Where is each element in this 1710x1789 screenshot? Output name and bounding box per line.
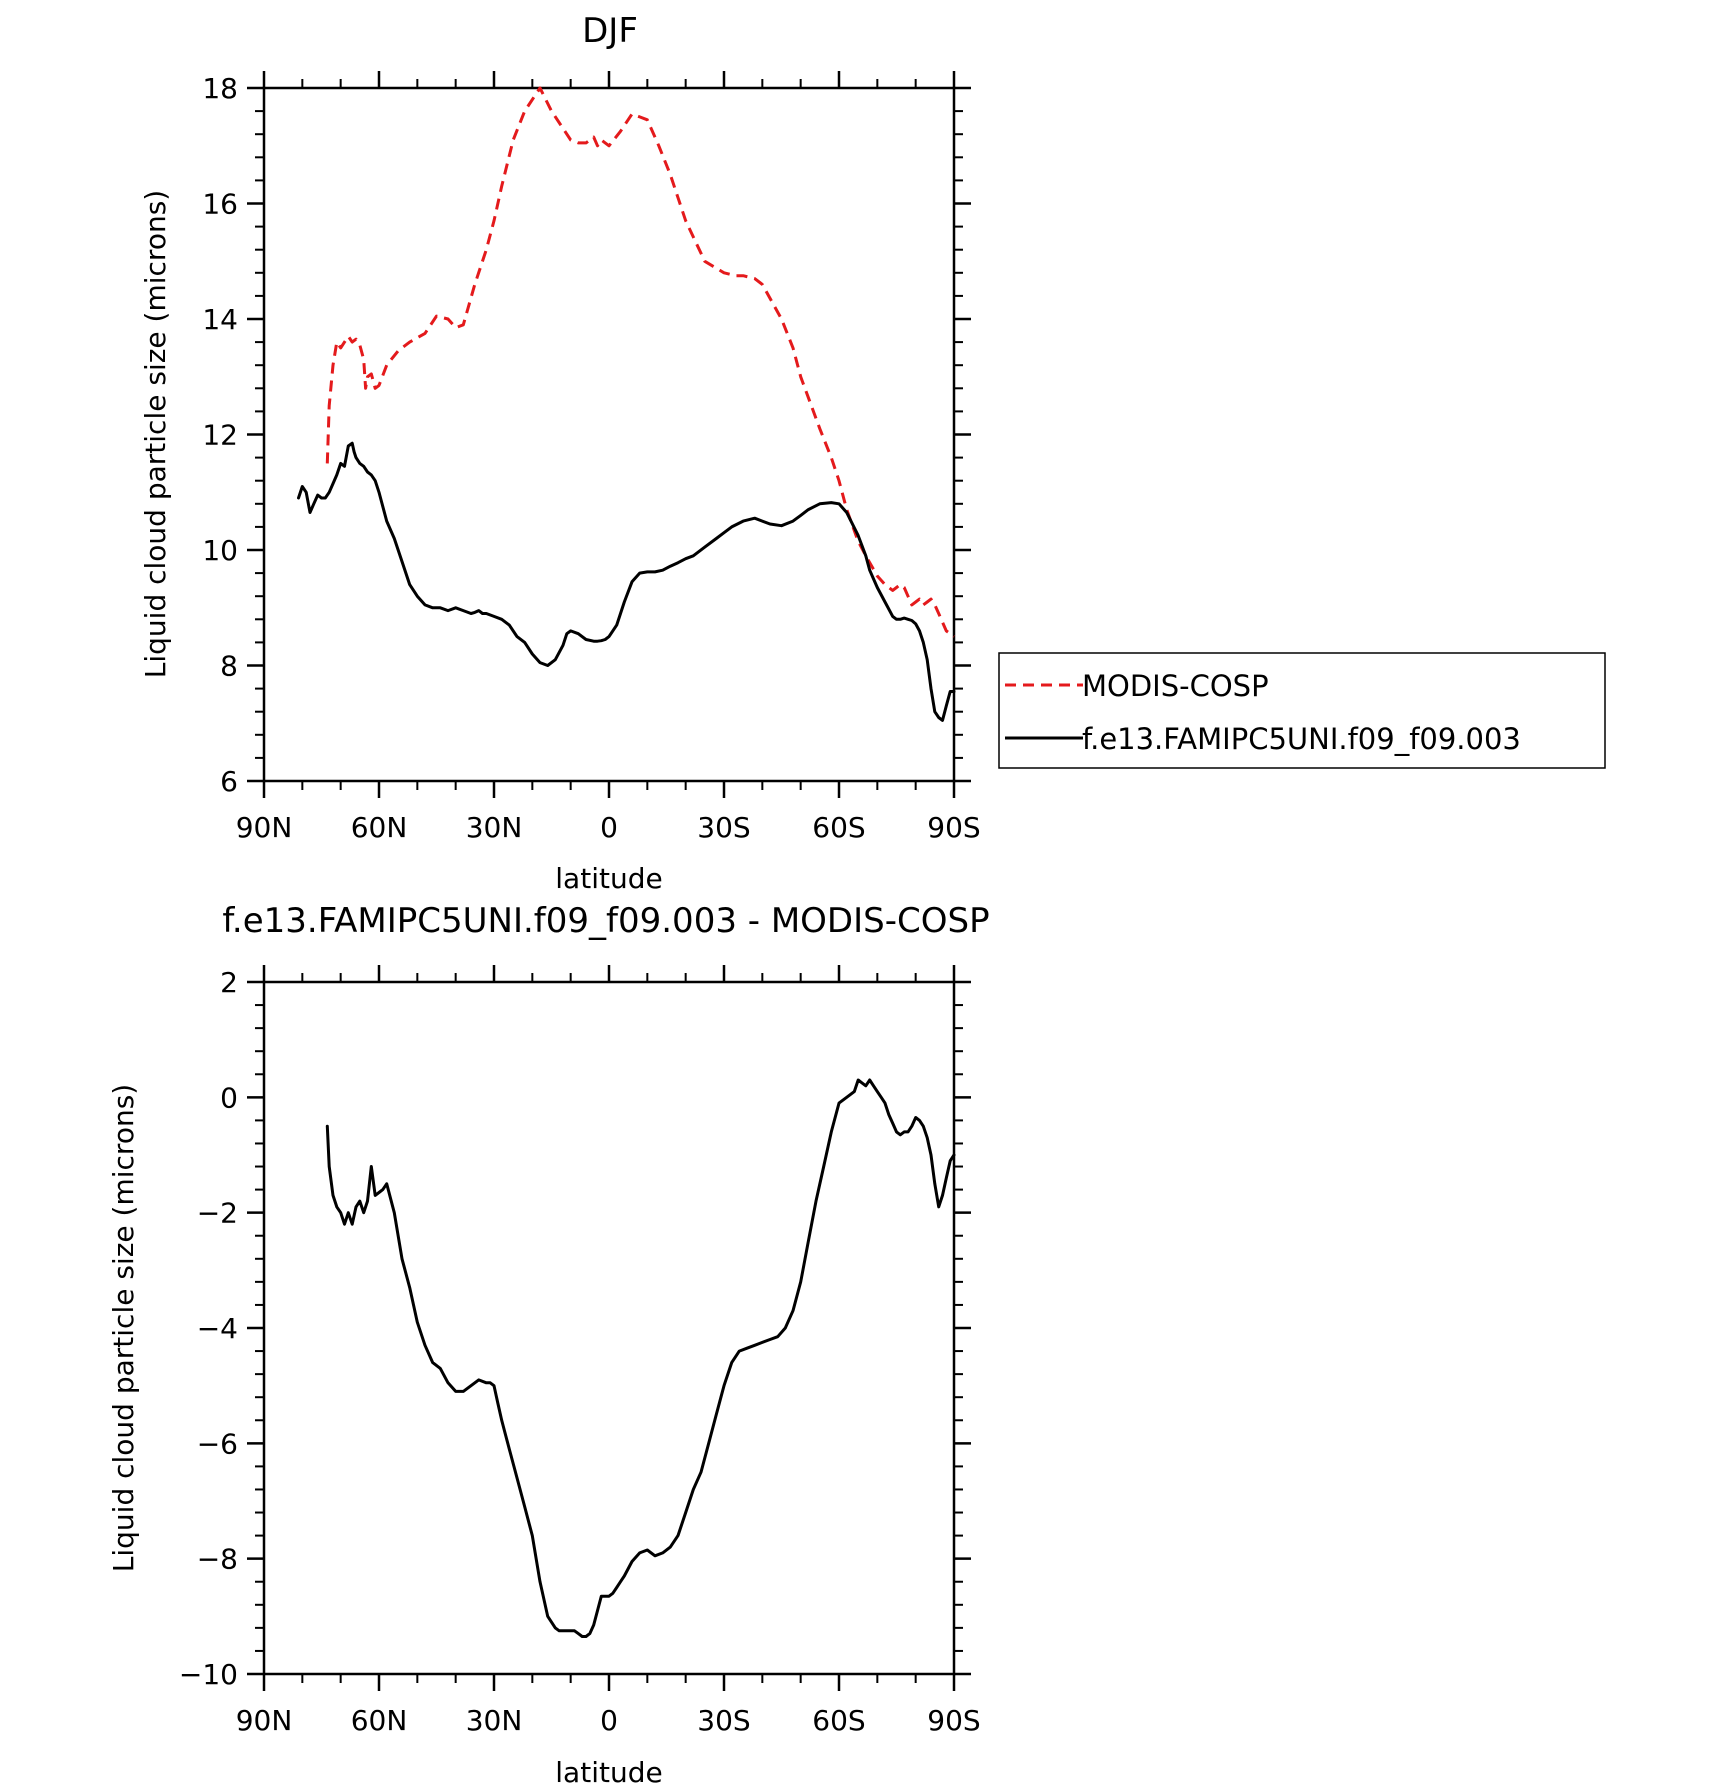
y-tick-label: −8 — [197, 1543, 238, 1576]
panel-top-x-axis-label: latitude — [555, 862, 662, 895]
x-tick-label: 90N — [236, 811, 293, 844]
y-tick-label: 10 — [202, 534, 238, 567]
y-tick-label: −10 — [179, 1658, 238, 1691]
panel-top-title: DJF — [582, 11, 638, 51]
x-tick-label: 90S — [927, 1704, 980, 1737]
panel-top-x-tick-labels: 90N 60N 30N 0 30S 60S 90S — [236, 811, 981, 844]
panel-top: DJF 6 8 10 12 14 16 18 90N 60N 30N 0 30S 60S 90S lat… — [139, 11, 1606, 895]
x-tick-label: 90N — [236, 1704, 293, 1737]
series-line-modis-cosp — [325, 86, 955, 638]
panel-top-ticks — [247, 71, 971, 798]
y-tick-label: 0 — [220, 1081, 238, 1114]
panel-bottom-ticks — [247, 965, 971, 1691]
y-tick-label: −2 — [197, 1197, 238, 1230]
y-tick-label: 18 — [202, 72, 238, 105]
x-tick-label: 60S — [812, 1704, 865, 1737]
y-tick-label: 12 — [202, 419, 238, 452]
legend: MODIS-COSP f.e13.FAMIPC5UNI.f09_f09.003 — [998, 652, 1606, 769]
series-line-f-e13-famipc5uni-f09-f09-003-modis-cosp — [325, 1078, 956, 1638]
panel-bottom-series — [325, 1078, 956, 1638]
x-tick-label: 60N — [351, 1704, 408, 1737]
x-tick-label: 90S — [927, 811, 980, 844]
panel-bottom-x-axis-label: latitude — [555, 1756, 662, 1789]
panel-bottom-title: f.e13.FAMIPC5UNI.f09_f09.003 - MODIS-COS… — [222, 901, 989, 941]
y-tick-label: 6 — [220, 765, 238, 798]
x-tick-label: 30N — [466, 1704, 523, 1737]
panel-bottom-y-tick-labels: −10 −8 −6 −4 −2 0 2 — [179, 966, 238, 1691]
panel-bottom: f.e13.FAMIPC5UNI.f09_f09.003 - MODIS-COS… — [107, 901, 990, 1789]
panel-top-y-axis-label: Liquid cloud particle size (microns) — [139, 190, 172, 678]
panel-bottom-x-tick-labels: 90N 60N 30N 0 30S 60S 90S — [236, 1704, 981, 1737]
x-tick-label: 60N — [351, 811, 408, 844]
legend-label-modis-cosp: MODIS-COSP — [1082, 669, 1269, 703]
x-tick-label: 0 — [600, 811, 618, 844]
legend-label-model: f.e13.FAMIPC5UNI.f09_f09.003 — [1082, 722, 1521, 756]
panel-bottom-y-axis-label: Liquid cloud particle size (microns) — [107, 1084, 140, 1572]
panel-top-y-tick-labels: 6 8 10 12 14 16 18 — [202, 72, 238, 798]
x-tick-label: 30S — [697, 1704, 750, 1737]
x-tick-label: 30S — [697, 811, 750, 844]
y-tick-label: −4 — [197, 1312, 238, 1345]
y-tick-label: 8 — [220, 650, 238, 683]
series-line-f-e13-famipc5uni-f09-f09-003 — [297, 441, 956, 722]
y-tick-label: 16 — [202, 188, 238, 221]
x-tick-label: 60S — [812, 811, 865, 844]
legend-box — [998, 652, 1606, 769]
y-tick-label: 14 — [202, 303, 238, 336]
panel-top-series — [297, 86, 956, 722]
x-tick-label: 30N — [466, 811, 523, 844]
x-tick-label: 0 — [600, 1704, 618, 1737]
y-tick-label: 2 — [220, 966, 238, 999]
y-tick-label: −6 — [197, 1427, 238, 1460]
